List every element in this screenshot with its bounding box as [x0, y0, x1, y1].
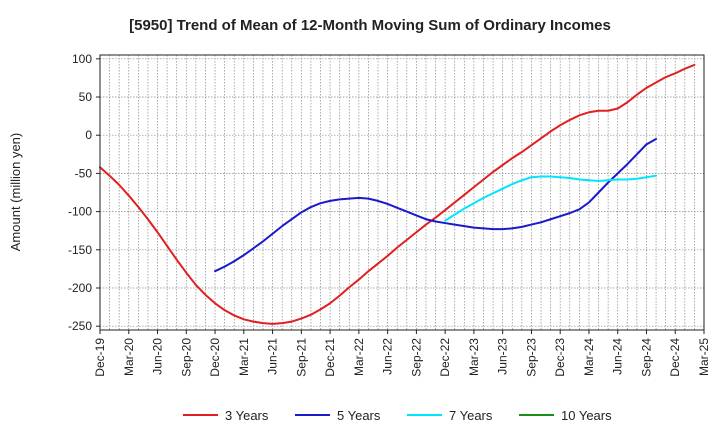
x-tick-label: Mar-21	[237, 338, 251, 376]
x-tick-label: Dec-20	[208, 338, 222, 377]
y-tick-label: -200	[68, 281, 92, 295]
x-tick-label: Mar-20	[122, 338, 136, 376]
y-tick-label: 50	[79, 90, 93, 104]
x-tick-label: Mar-23	[467, 338, 481, 376]
series-line-3-years	[99, 63, 696, 325]
x-tick-label: Sep-23	[524, 338, 538, 377]
x-tick-label: Sep-21	[294, 338, 308, 377]
y-tick-label: -50	[75, 166, 93, 180]
legend: 3 Years 5 Years 7 Years 10 Years	[183, 408, 612, 423]
x-tick-label: Jun-23	[496, 338, 510, 375]
y-tick-label: -250	[68, 319, 92, 333]
y-tick-label: -100	[68, 205, 92, 219]
x-tick-label: Dec-24	[668, 338, 682, 377]
x-tick-label: Dec-22	[438, 338, 452, 377]
x-tick-label: Jun-21	[266, 338, 280, 375]
x-tick-label: Dec-23	[553, 338, 567, 377]
series-line-5-years	[214, 138, 658, 273]
legend-label-5-years: 5 Years	[337, 408, 381, 423]
x-axis: Dec-19 Mar-20 Jun-20 Sep-20 Dec-20 Mar-21 Jun-…	[93, 330, 711, 377]
x-tick-label: Dec-21	[323, 338, 337, 377]
legend-label-7-years: 7 Years	[449, 408, 493, 423]
y-tick-label: 100	[72, 52, 92, 66]
y-axis-label: Amount (million yen)	[8, 133, 23, 252]
x-tick-label: Jun-24	[611, 338, 625, 375]
x-tick-label: Mar-22	[352, 338, 366, 376]
grid	[100, 55, 704, 330]
legend-label-3-years: 3 Years	[225, 408, 269, 423]
x-tick-label: Sep-22	[409, 338, 423, 377]
y-tick-label: 0	[85, 128, 92, 142]
x-tick-label: Sep-24	[639, 338, 653, 377]
plot-frame	[99, 54, 705, 331]
x-tick-label: Dec-19	[93, 338, 107, 377]
y-axis: 100 50 0 -50 -100 -150 -200 -250	[68, 52, 100, 333]
x-tick-label: Jun-20	[151, 338, 165, 375]
chart-title: [5950] Trend of Mean of 12-Month Moving …	[129, 17, 611, 34]
x-tick-label: Mar-24	[582, 338, 596, 376]
series-lines	[99, 63, 696, 325]
legend-label-10-years: 10 Years	[561, 408, 612, 423]
y-tick-label: -150	[68, 243, 92, 257]
x-tick-label: Mar-25	[697, 338, 711, 376]
series-line-7-years	[444, 174, 658, 222]
x-tick-label: Sep-20	[179, 338, 193, 377]
x-tick-label: Jun-22	[381, 338, 395, 375]
